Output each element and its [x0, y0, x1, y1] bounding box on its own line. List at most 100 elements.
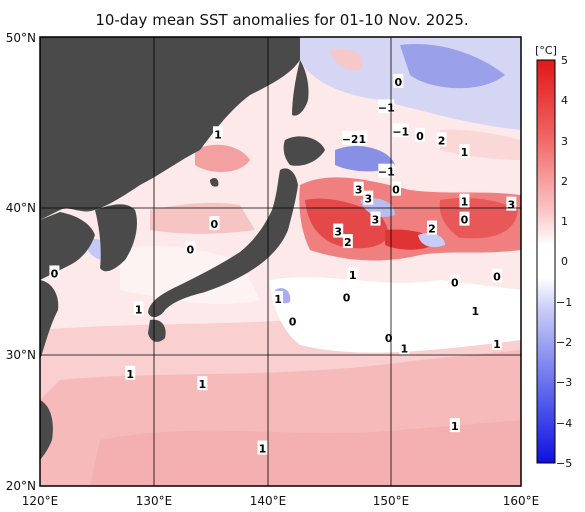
contour-label-bg	[399, 340, 410, 355]
contour-label: 1	[461, 146, 469, 159]
contour-label: 0	[385, 332, 393, 345]
y-tick-label: 40°N	[6, 201, 36, 215]
colorbar-tick: −5	[556, 457, 572, 470]
y-tick-label: 30°N	[6, 348, 36, 362]
contour-label-bg	[378, 163, 395, 178]
contour-label-bg	[333, 223, 344, 238]
contour-label: 1	[274, 293, 282, 306]
contour-label: 1	[135, 303, 143, 316]
land-island	[186, 122, 194, 129]
contour-label-bg	[491, 335, 502, 350]
x-tick-label: 140°E	[250, 494, 287, 508]
contour-label: 1	[471, 305, 479, 318]
anomaly-warm-sea-japan	[195, 144, 250, 172]
land-asia-north	[40, 37, 300, 220]
land-asia-coast	[40, 212, 95, 280]
contour-label: 0	[211, 218, 219, 231]
anomaly-cool-north-2	[400, 44, 505, 89]
contour-label: 0	[343, 291, 351, 304]
anomaly-cool-eddy-3	[418, 233, 445, 248]
anomaly-neutral-mid	[270, 277, 521, 353]
contour-label: 1	[126, 368, 134, 381]
colorbar-scale	[536, 59, 556, 464]
colorbar-tick: 4	[561, 94, 568, 107]
contour-label-bg	[353, 181, 364, 196]
contour-label-bg	[209, 216, 220, 231]
x-tick-label: 130°E	[136, 494, 173, 508]
x-tick-label: 160°E	[503, 494, 540, 508]
contour-label: 1	[401, 342, 409, 355]
colorbar-tick: −4	[556, 417, 572, 430]
y-axis: 20°N 30°N 40°N 50°N	[6, 31, 36, 493]
land-korea	[95, 204, 137, 272]
contour-label: 2	[438, 134, 446, 147]
contour-label: 0	[186, 244, 194, 257]
contour-label: 2	[428, 223, 436, 236]
contour-label-bg	[197, 376, 208, 391]
contour-label: 1	[493, 338, 501, 351]
y-tick-label: 20°N	[6, 479, 36, 493]
contour-label: 3	[334, 226, 342, 239]
colorbar-tick: −3	[556, 376, 572, 389]
anomaly-warm-sea-japan-2	[150, 202, 255, 234]
contour-label: 0	[392, 184, 400, 197]
colorbar-unit: [°C]	[535, 44, 557, 57]
contour-label-bg	[212, 126, 223, 141]
contour-label: 3	[355, 184, 363, 197]
contour-label: 0	[493, 270, 501, 283]
contour-label-bg	[341, 289, 352, 304]
contour-label-bg	[427, 220, 438, 235]
contour-label-bg	[449, 274, 460, 289]
contour-label: 1	[461, 196, 469, 209]
contour-label-bg	[470, 302, 481, 317]
contour-label: 2	[344, 236, 352, 249]
land-japan-kyushu	[148, 319, 166, 342]
colorbar-tick: 3	[561, 135, 568, 148]
contour-label: 1	[259, 443, 267, 456]
contour-label-bg	[449, 418, 460, 433]
contour-label-bg	[357, 130, 368, 145]
contour-label-bg	[491, 268, 502, 283]
contour-label-bg	[378, 99, 395, 114]
contour-label-bg	[287, 313, 298, 328]
contour-label-bg	[414, 127, 425, 142]
contour-label-bg	[342, 130, 359, 145]
map-frame	[39, 36, 522, 487]
land-sado	[210, 177, 219, 187]
anomaly-warm-okhotsk	[330, 48, 363, 71]
y-tick-label: 50°N	[6, 31, 36, 45]
contour-label: 0	[51, 267, 59, 280]
contour-label: 0	[416, 130, 424, 143]
contour-label: −2	[342, 133, 359, 146]
contour-label-bg	[436, 132, 447, 147]
contour-label: 1	[349, 269, 357, 282]
map-field	[40, 37, 521, 486]
contour-label-bg	[383, 329, 394, 344]
contour-label-bg	[370, 211, 381, 226]
land-sakhalin	[292, 60, 309, 116]
contour-label-bg	[49, 265, 60, 280]
contour-label-bg	[347, 266, 358, 281]
contour-label: 0	[395, 76, 403, 89]
colorbar-tick: 5	[561, 54, 568, 67]
contour-label: 1	[451, 420, 459, 433]
colorbar: [°C] 5 4 3 2 1 0 −1 −2 −3 −4 −5	[535, 44, 572, 470]
colorbar-tick: −1	[556, 296, 572, 309]
contour-label: 0	[289, 315, 297, 328]
contour-label-bg	[257, 440, 268, 455]
contour-label: −1	[378, 166, 395, 179]
colorbar-tick: 2	[561, 175, 568, 188]
contour-label-bg	[363, 190, 374, 205]
contour-label: 3	[508, 199, 516, 212]
contour-label: 1	[358, 133, 366, 146]
x-tick-label: 120°E	[22, 494, 59, 508]
contour-label-bg	[459, 144, 470, 159]
contour-label: 0	[461, 214, 469, 227]
anomaly-warm-south-3	[90, 420, 521, 486]
colorbar-tick: 0	[561, 255, 568, 268]
map-title: 10-day mean SST anomalies for 01-10 Nov.…	[95, 11, 468, 29]
contour-label-bg	[390, 181, 401, 196]
contour-label-bg	[459, 193, 470, 208]
